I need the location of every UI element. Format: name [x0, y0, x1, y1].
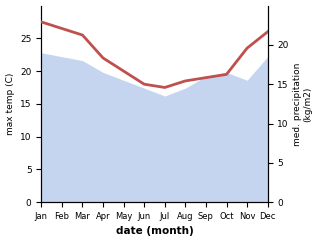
Y-axis label: max temp (C): max temp (C) [5, 73, 15, 135]
X-axis label: date (month): date (month) [116, 227, 193, 236]
Y-axis label: med. precipitation
(kg/m2): med. precipitation (kg/m2) [293, 62, 313, 145]
